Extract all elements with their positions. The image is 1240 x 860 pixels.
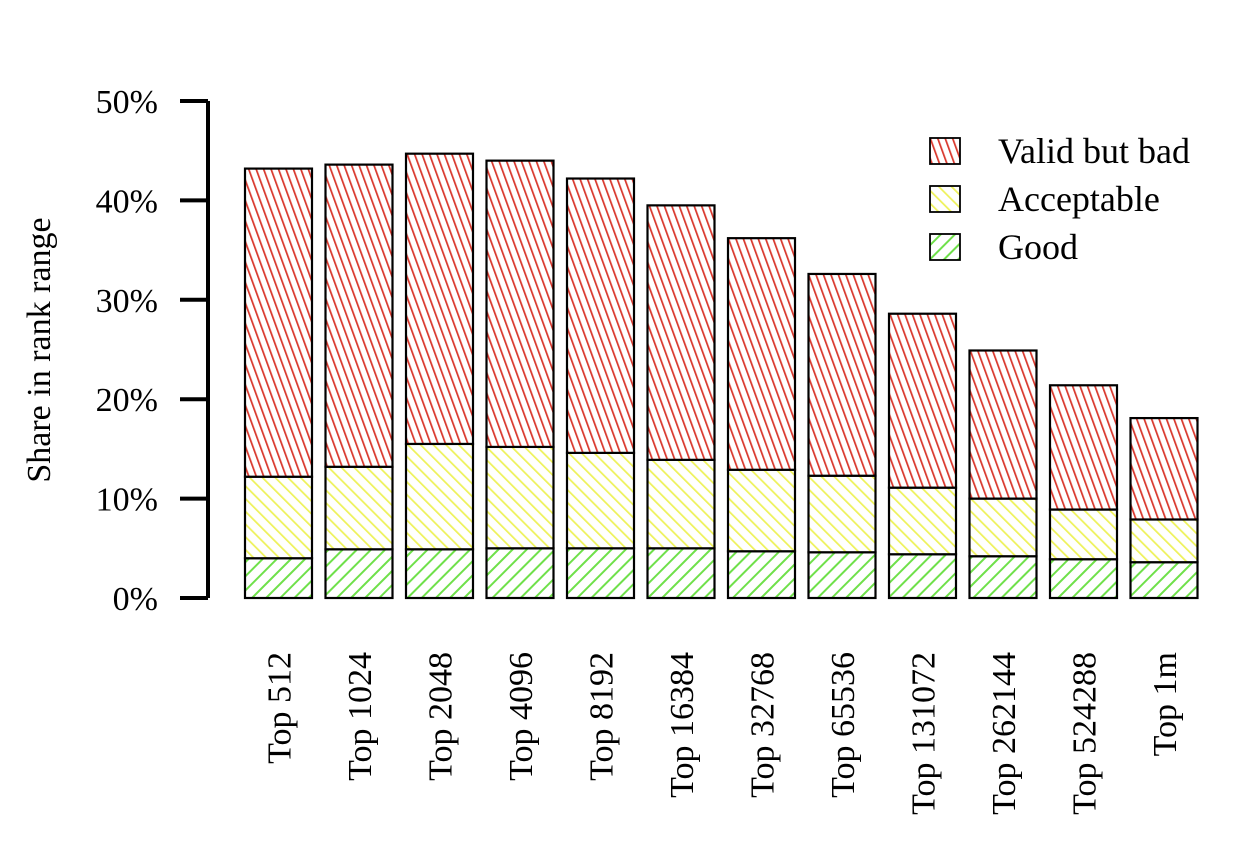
bar-good xyxy=(485,547,555,600)
bar-valid-but-bad xyxy=(807,272,877,477)
bar-valid-but-bad xyxy=(404,152,475,446)
y-tick-label: 50% xyxy=(96,84,158,121)
bar-valid-but-bad xyxy=(565,177,636,454)
bar-acceptable xyxy=(968,497,1038,558)
x-tick-label: Top 524288 xyxy=(1067,652,1104,815)
x-tick-label: Top 2048 xyxy=(423,652,460,781)
bar-acceptable xyxy=(887,486,958,556)
bar-acceptable xyxy=(726,468,797,553)
bar-good xyxy=(807,551,877,600)
bar-good xyxy=(887,553,958,600)
bar-valid-but-bad xyxy=(1129,416,1199,521)
bar-good xyxy=(646,547,716,600)
y-tick-label: 0% xyxy=(113,581,158,618)
legend-label: Valid but bad xyxy=(998,131,1190,171)
bar-valid-but-bad xyxy=(243,167,314,478)
x-tick-label: Top 1m xyxy=(1147,652,1184,756)
x-tick-label: Top 65536 xyxy=(825,652,862,798)
bar-acceptable xyxy=(1048,508,1119,561)
y-axis: 0% 10% 20% 30% 40% 50% xyxy=(96,84,210,618)
bar-valid-but-bad xyxy=(646,204,716,461)
bar-acceptable xyxy=(565,451,636,550)
bar-acceptable xyxy=(485,445,555,550)
bar-valid-but-bad xyxy=(968,349,1038,500)
x-tick-label: Top 4096 xyxy=(503,652,540,781)
x-tick-label: Top 262144 xyxy=(986,652,1023,815)
x-tick-label: Top 1024 xyxy=(342,652,379,781)
y-axis-title: Share in rank range xyxy=(21,217,58,482)
x-tick-label: Top 512 xyxy=(262,652,299,764)
y-tick-label: 30% xyxy=(96,283,158,320)
bar-valid-but-bad xyxy=(726,237,797,471)
x-tick-label: Top 131072 xyxy=(906,652,943,815)
bar-acceptable xyxy=(324,465,394,551)
bar-good xyxy=(404,548,475,600)
legend-label: Acceptable xyxy=(998,179,1160,219)
category-labels: Top 512 Top 1024 Top 2048 Top 4096 Top 8192 T… xyxy=(262,652,1185,815)
y-tick-label: 10% xyxy=(96,482,158,519)
legend-swatch xyxy=(929,185,961,213)
legend: Valid but bad Acceptable Good xyxy=(929,131,1190,267)
x-tick-label: Top 8192 xyxy=(584,652,621,781)
bar-good xyxy=(726,550,797,600)
bar-good xyxy=(243,557,314,600)
legend-swatch xyxy=(929,137,961,165)
legend-swatch xyxy=(929,233,961,261)
bar-valid-but-bad xyxy=(887,312,958,489)
bar-good xyxy=(324,548,394,600)
bar-acceptable xyxy=(807,474,877,554)
bar-valid-but-bad xyxy=(485,159,555,449)
bar-acceptable xyxy=(1129,518,1199,564)
bar-good xyxy=(968,555,1038,600)
legend-label: Good xyxy=(998,227,1078,267)
bars-group xyxy=(243,152,1199,600)
y-tick-label: 40% xyxy=(96,183,158,220)
bar-good xyxy=(565,547,636,600)
bar-valid-but-bad xyxy=(324,163,394,468)
bar-acceptable xyxy=(646,458,716,550)
bar-acceptable xyxy=(404,442,475,551)
bar-good xyxy=(1048,558,1119,600)
bar-valid-but-bad xyxy=(1048,384,1119,511)
y-tick-label: 20% xyxy=(96,382,158,419)
x-tick-label: Top 16384 xyxy=(664,652,701,798)
bar-acceptable xyxy=(243,475,314,560)
bar-good xyxy=(1129,561,1199,600)
x-tick-label: Top 32768 xyxy=(745,652,782,798)
